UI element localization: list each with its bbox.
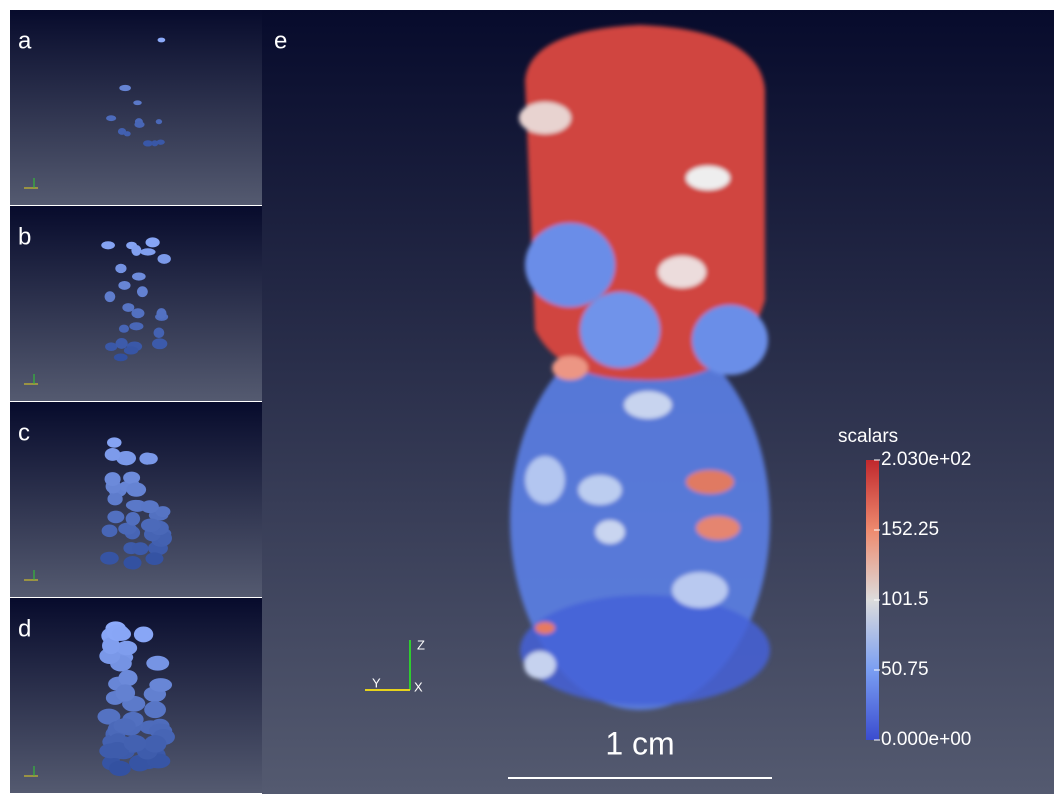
colorbar-tick-label: 0.000e+00 [881, 729, 971, 750]
blob [113, 718, 136, 734]
panel-label: c [18, 419, 30, 446]
blob [131, 244, 142, 256]
blob [104, 472, 121, 487]
blob [115, 263, 127, 274]
blob [122, 303, 135, 312]
blob [129, 322, 144, 331]
blob [156, 139, 165, 145]
blob [143, 735, 167, 753]
blob [100, 551, 119, 565]
blob [116, 450, 137, 466]
blob [107, 437, 122, 448]
blob [118, 670, 138, 687]
blob [144, 701, 166, 719]
blob [151, 338, 168, 350]
blob [149, 678, 173, 692]
blob [134, 121, 145, 128]
sub-panel [10, 10, 262, 205]
panel-label: d [18, 615, 31, 642]
blob [111, 627, 132, 641]
blob [133, 100, 142, 106]
axis-label: Z [417, 637, 425, 652]
blob [155, 506, 171, 518]
axes-triad: Z Y X [365, 637, 425, 694]
blob [116, 640, 138, 656]
blob [107, 492, 123, 506]
blob [97, 708, 121, 725]
blob [151, 140, 159, 147]
blob [140, 500, 159, 514]
blob [105, 342, 118, 352]
blob [104, 291, 116, 303]
colorbar-tick-label: 50.75 [881, 659, 929, 680]
blob [123, 734, 147, 752]
blob [139, 452, 155, 465]
blob [118, 280, 131, 290]
scale-label: 1 cm [605, 725, 674, 761]
blob [106, 115, 117, 122]
blob [104, 447, 121, 461]
colorbar-tick-label: 101.5 [881, 589, 929, 610]
colorbar-ticks: 2.030e+02 152.25 101.5 50.75 0.000e+00 [874, 449, 971, 750]
blob [118, 324, 130, 333]
blob [101, 241, 115, 250]
blob [125, 499, 146, 511]
blob [115, 338, 128, 349]
blob [102, 637, 121, 655]
blob [132, 542, 149, 556]
colorbar-tick-label: 2.030e+02 [881, 449, 971, 470]
blob [108, 760, 131, 777]
blob [146, 655, 170, 671]
blob [140, 248, 156, 256]
blob [119, 84, 131, 92]
blob [145, 552, 164, 566]
blob [123, 556, 142, 570]
colorbar-title: scalars [838, 426, 898, 447]
blob [145, 237, 160, 248]
blob [123, 131, 131, 137]
sub-panel [10, 206, 262, 401]
blob [133, 626, 154, 643]
blob [136, 286, 148, 298]
volume-render [510, 25, 770, 710]
blob [157, 37, 166, 43]
panel-label: e [274, 27, 287, 54]
blob [131, 272, 146, 281]
blob [123, 346, 139, 355]
blob [125, 512, 141, 526]
blob [153, 327, 165, 339]
blob [101, 524, 118, 538]
colorbar-tick-label: 152.25 [881, 519, 939, 540]
blob [131, 308, 145, 319]
axis-label: Y [372, 675, 381, 690]
blob [107, 510, 125, 524]
blob [157, 253, 171, 264]
blob [115, 684, 136, 702]
blob [118, 522, 137, 535]
blob [123, 471, 141, 484]
panel-label: a [18, 27, 32, 54]
blob [105, 742, 129, 759]
blob [126, 482, 147, 497]
axis-label: X [414, 679, 423, 694]
blob [143, 140, 153, 147]
blob [140, 518, 161, 532]
blob [156, 308, 167, 319]
small-panels: a b c d [10, 10, 262, 793]
blob [113, 353, 128, 362]
blob [155, 119, 163, 125]
panel-label: b [18, 223, 31, 250]
